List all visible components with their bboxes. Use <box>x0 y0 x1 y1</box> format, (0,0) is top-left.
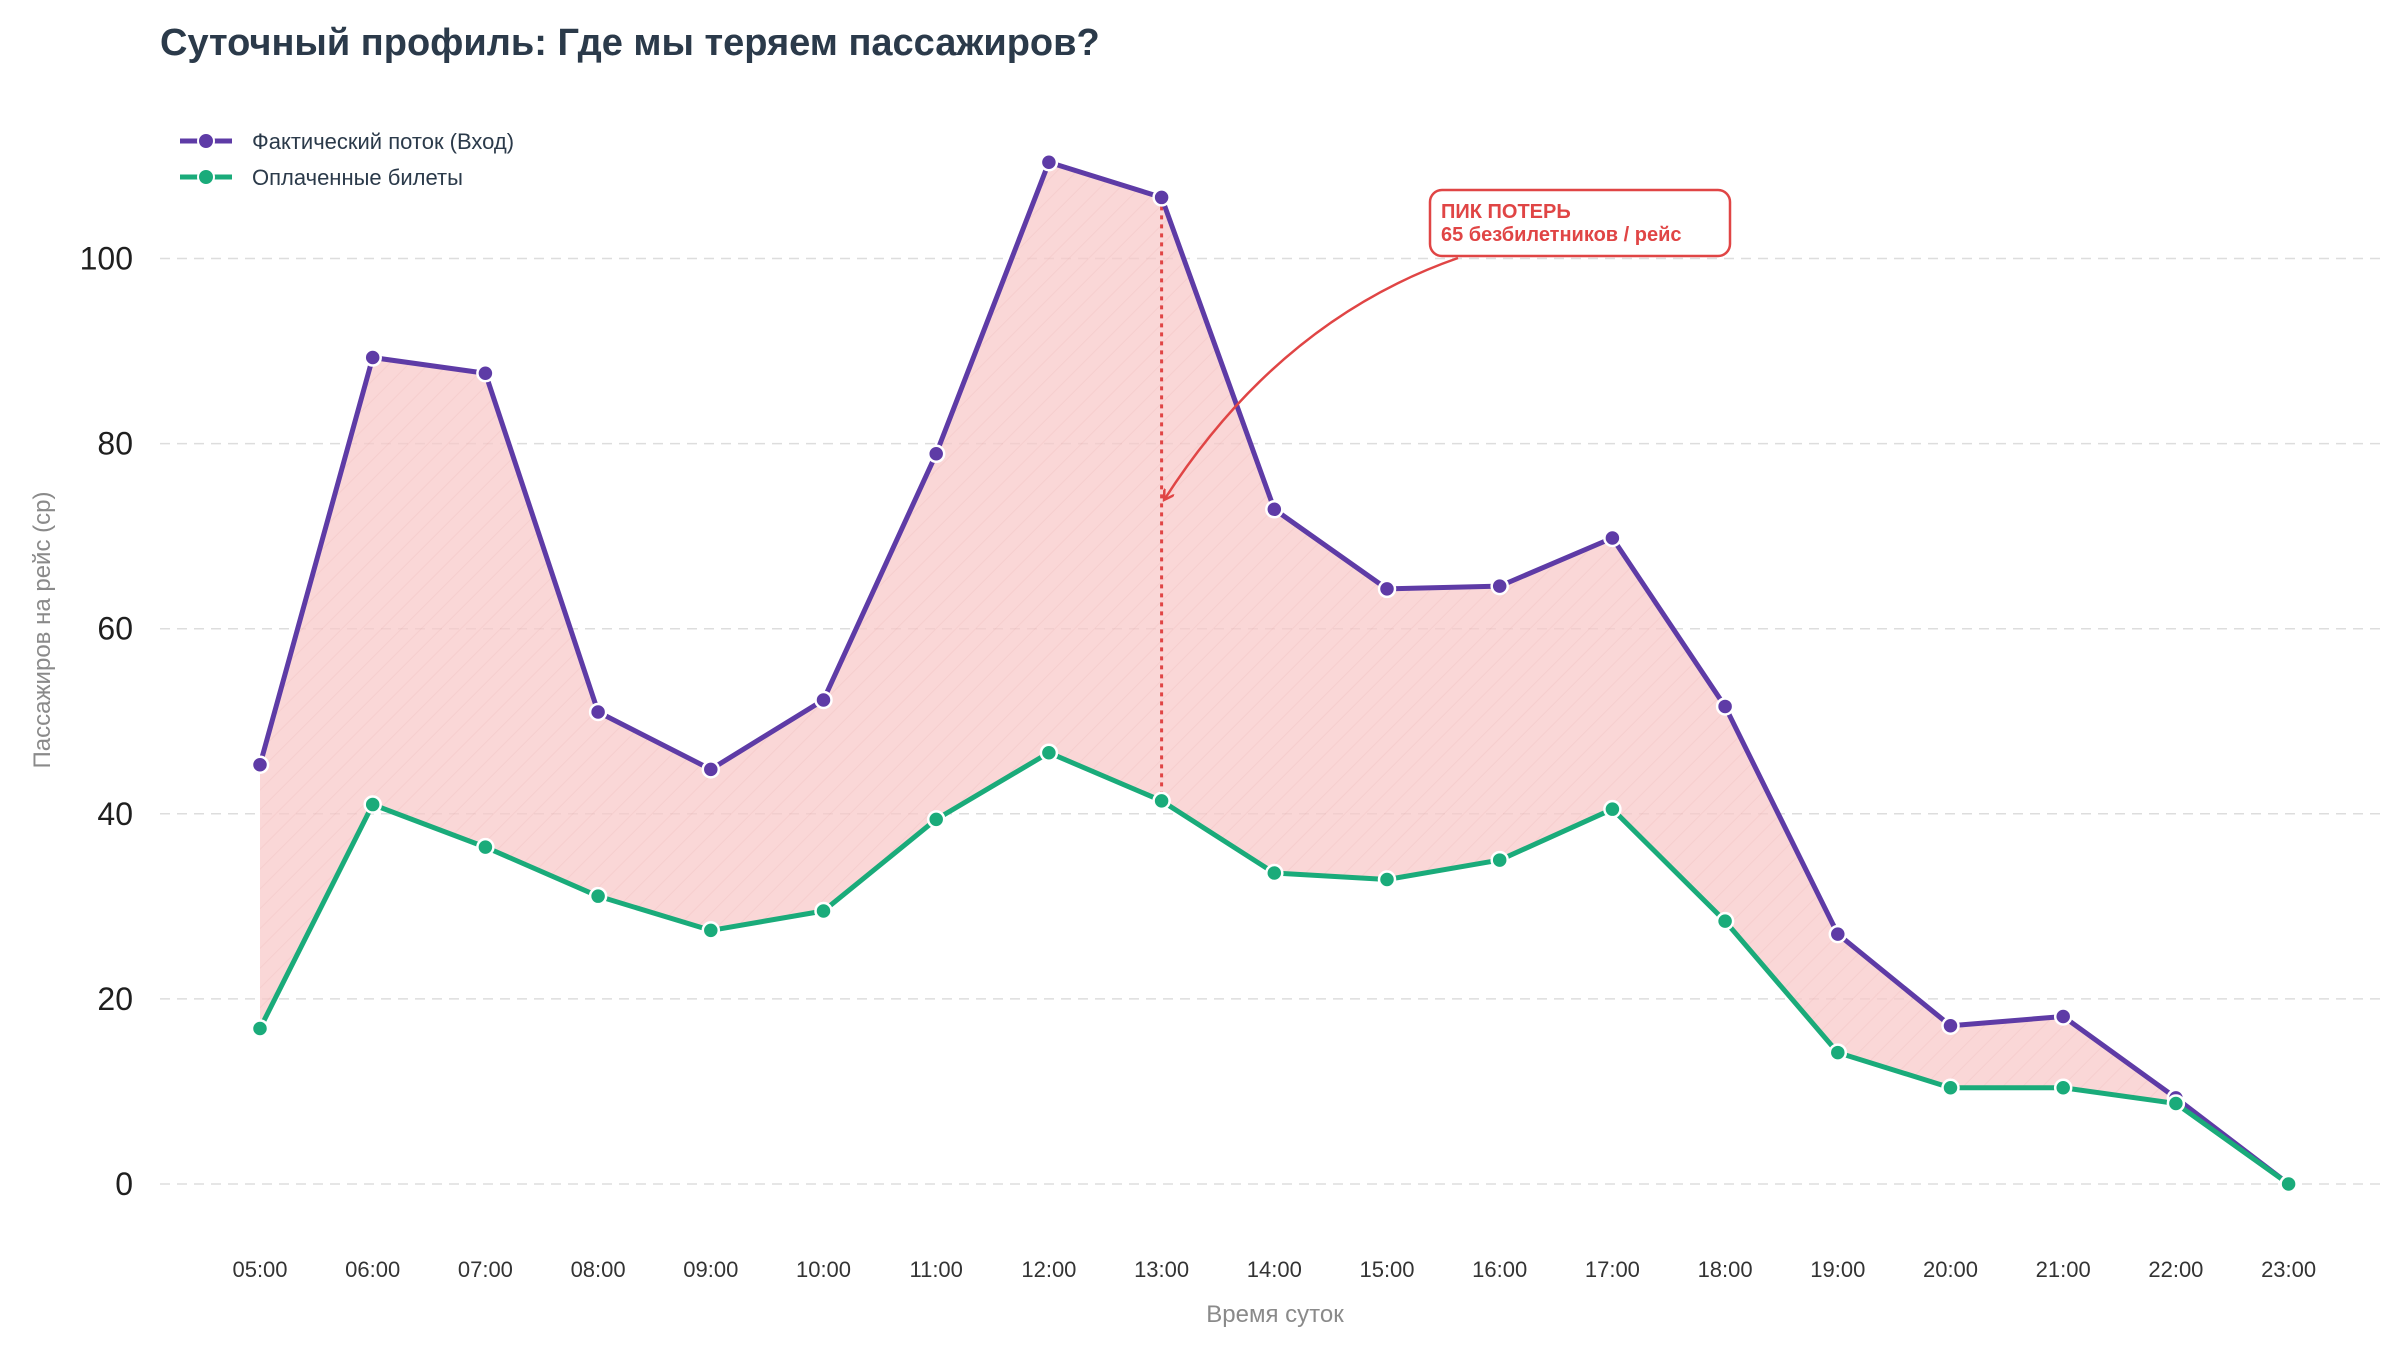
point-actual-0700 <box>476 364 495 383</box>
point-paid-1900 <box>1828 1043 1848 1062</box>
point-paid-1500 <box>1377 870 1397 889</box>
point-paid-2000 <box>1941 1078 1960 1097</box>
y-tick-label-100: 100 <box>80 241 133 277</box>
x-tick-label-1700: 17:00 <box>1585 1257 1640 1282</box>
point-paid-1800 <box>1715 911 1735 931</box>
point-paid-1200 <box>1039 743 1059 762</box>
legend-marker-paid <box>197 168 215 186</box>
point-paid-0700 <box>476 837 495 857</box>
x-axis-label: Время суток <box>1206 1301 1344 1328</box>
point-paid-1400 <box>1265 863 1284 883</box>
x-tick-label-2100: 21:00 <box>2036 1257 2091 1282</box>
x-tick-label-0800: 08:00 <box>571 1257 626 1282</box>
point-actual-1500 <box>1377 579 1397 599</box>
annotation-subtitle: 65 безбилетников / рейс <box>1441 224 1682 246</box>
annotation-title: ПИК ПОТЕРЬ <box>1441 201 1571 223</box>
point-actual-2000 <box>1941 1016 1960 1035</box>
x-tick-label-2000: 20:00 <box>1923 1257 1978 1282</box>
point-actual-1800 <box>1715 697 1735 716</box>
x-tick-label-0600: 06:00 <box>345 1257 400 1282</box>
x-tick-label-1200: 12:00 <box>1021 1257 1076 1282</box>
loss-fill-area <box>260 162 2289 1185</box>
point-actual-0600 <box>363 348 382 367</box>
point-actual-0800 <box>588 702 608 722</box>
point-paid-1100 <box>926 810 946 829</box>
x-tick-labels: 05:00 06:00 07:00 08:00 09:00 10:00 11:00 12:00… <box>232 1257 2316 1282</box>
x-tick-label-1800: 18:00 <box>1698 1257 1753 1282</box>
point-actual-1200 <box>1039 152 1059 172</box>
point-actual-1000 <box>814 690 833 710</box>
point-paid-1600 <box>1490 850 1509 870</box>
x-tick-label-1300: 13:00 <box>1134 1257 1189 1282</box>
annotation-arrow <box>1165 256 1459 499</box>
y-tick-label-60: 60 <box>97 611 133 647</box>
legend-item-paid: Оплаченные билеты <box>180 165 463 190</box>
point-actual-1400 <box>1265 500 1284 519</box>
point-actual-1300 <box>1152 188 1171 207</box>
x-tick-label-0900: 09:00 <box>683 1257 738 1282</box>
x-tick-label-1000: 10:00 <box>796 1257 851 1282</box>
series-points <box>250 152 2298 1194</box>
y-tick-label-40: 40 <box>97 796 133 832</box>
point-paid-1300 <box>1152 791 1171 811</box>
point-actual-1900 <box>1828 924 1848 944</box>
peak-loss-annotation: ПИК ПОТЕРЬ 65 безбилетников / рейс <box>1165 188 1732 499</box>
x-tick-label-1600: 16:00 <box>1472 1257 1527 1282</box>
point-paid-1700 <box>1603 799 1622 819</box>
x-tick-label-1400: 14:00 <box>1247 1257 1302 1282</box>
x-tick-label-2300: 23:00 <box>2261 1257 2316 1282</box>
point-paid-0900 <box>701 921 721 940</box>
annotation-box <box>1428 188 1732 258</box>
y-tick-label-20: 20 <box>97 981 133 1017</box>
point-paid-1000 <box>814 901 833 921</box>
point-actual-0500 <box>250 755 270 774</box>
point-actual-1100 <box>926 444 946 464</box>
x-tick-label-2200: 22:00 <box>2148 1257 2203 1282</box>
legend-label-actual: Фактический поток (Вход) <box>252 129 514 154</box>
point-paid-0800 <box>588 886 608 906</box>
x-tick-label-0700: 07:00 <box>458 1257 513 1282</box>
point-actual-1600 <box>1490 576 1509 596</box>
y-axis-label: Пассажиров на рейс (ср) <box>29 492 56 769</box>
legend: Фактический поток (Вход) Оплаченные биле… <box>180 129 514 190</box>
chart-title: Суточный профиль: Где мы теряем пассажир… <box>160 22 1100 64</box>
point-paid-0600 <box>363 795 382 814</box>
x-tick-label-1500: 15:00 <box>1359 1257 1414 1282</box>
y-tick-label-0: 0 <box>115 1166 133 1202</box>
point-paid-2100 <box>2053 1078 2073 1097</box>
point-paid-0500 <box>250 1019 270 1038</box>
legend-item-actual: Фактический поток (Вход) <box>180 129 514 154</box>
point-paid-2200 <box>2166 1094 2186 1113</box>
point-actual-1700 <box>1603 528 1622 548</box>
x-tick-label-0500: 05:00 <box>232 1257 287 1282</box>
legend-marker-actual <box>197 132 215 150</box>
legend-label-paid: Оплаченные билеты <box>252 165 463 190</box>
y-tick-labels: 0 20 40 60 80 100 <box>80 241 133 1203</box>
point-actual-2100 <box>2053 1007 2073 1026</box>
x-tick-label-1100: 11:00 <box>909 1257 962 1282</box>
point-actual-0900 <box>701 760 721 779</box>
point-paid-2300 <box>2279 1174 2298 1194</box>
loss-fill-hatch <box>260 162 2289 1185</box>
x-tick-label-1900: 19:00 <box>1810 1257 1865 1282</box>
y-tick-label-80: 80 <box>97 426 133 462</box>
